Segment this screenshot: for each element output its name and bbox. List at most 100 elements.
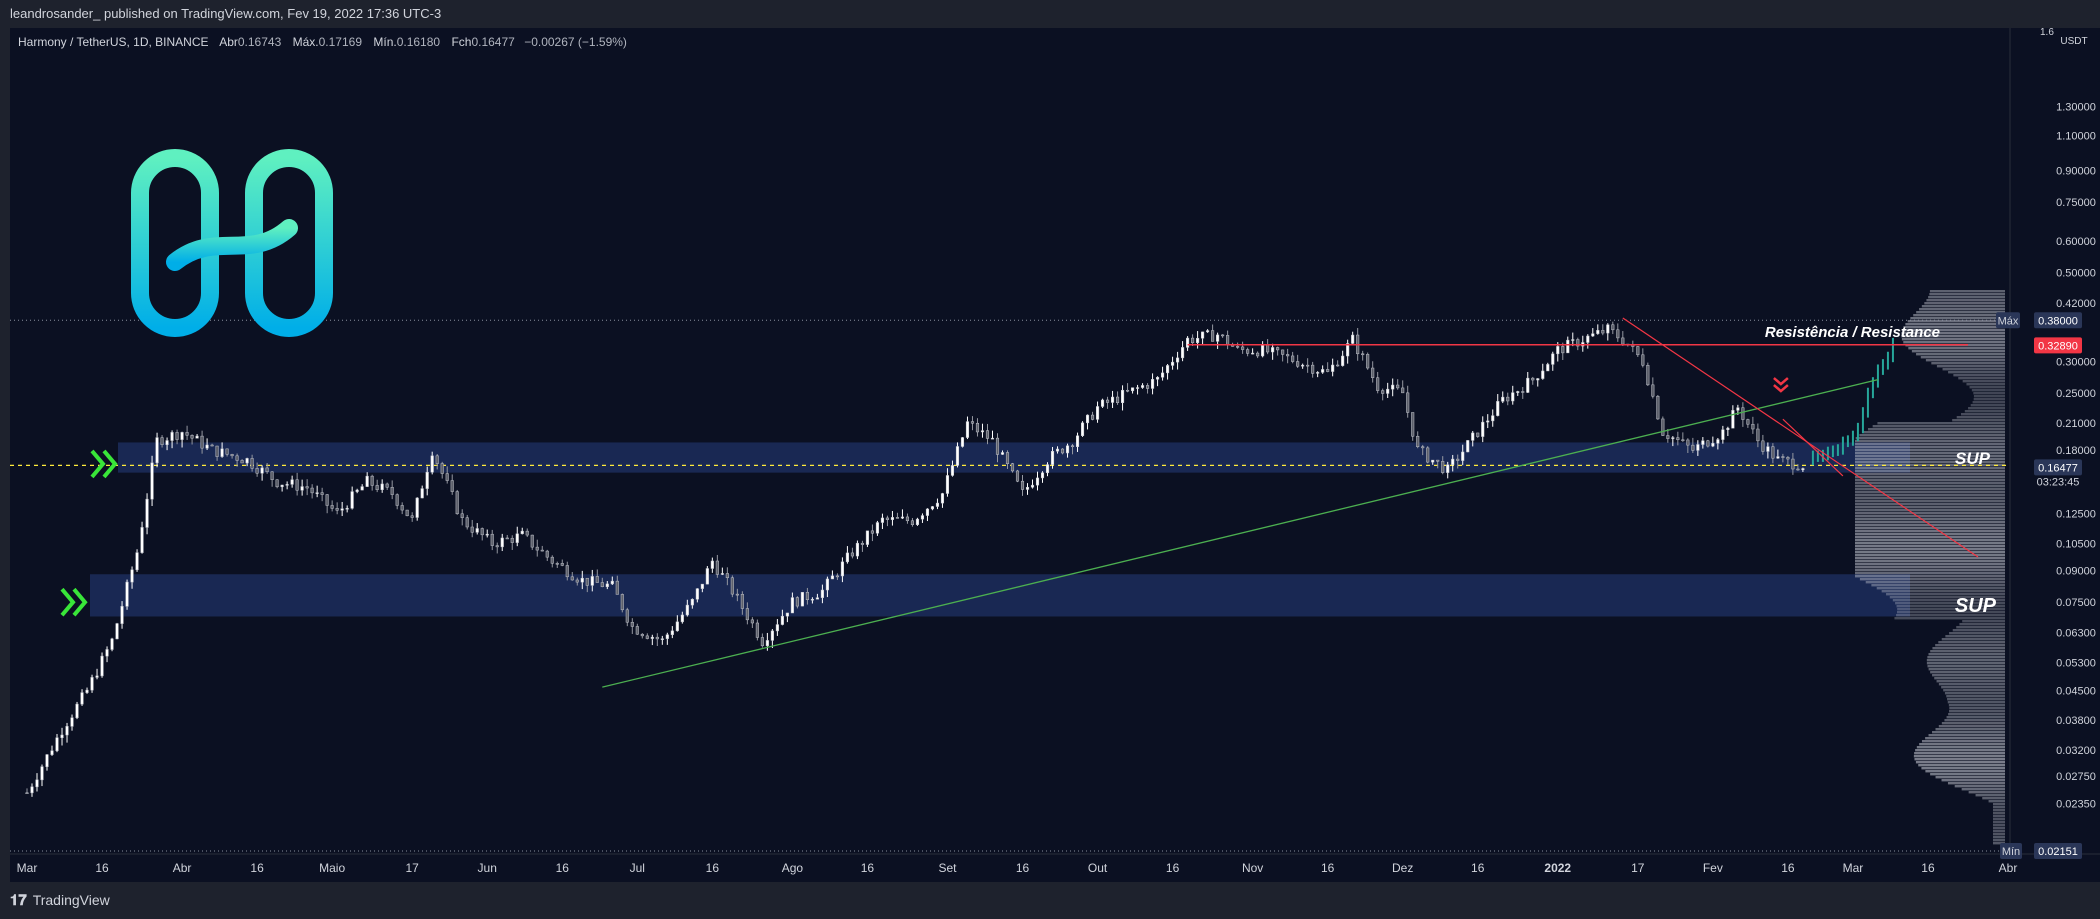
- time-tick-label: 16: [1166, 861, 1180, 875]
- candle-body: [515, 533, 519, 543]
- candle-body: [1731, 410, 1735, 429]
- candle-body: [305, 486, 309, 489]
- volume-profile-bar: [1973, 392, 2005, 395]
- candle-body: [1716, 439, 1720, 444]
- candle-body: [1571, 339, 1575, 341]
- price-axis[interactable]: 1.30000 1.10000 0.90000 0.75000 0.60000 0.500…: [2040, 27, 2096, 810]
- candle-body: [1201, 331, 1205, 339]
- candle-body: [890, 517, 894, 520]
- volume-profile-bar: [1993, 818, 2005, 821]
- candle-body: [180, 432, 184, 440]
- time-tick-label: 16: [95, 861, 109, 875]
- volume-profile-bar: [1932, 731, 2005, 734]
- candle-body: [1321, 369, 1325, 373]
- candle-body: [595, 576, 599, 583]
- candle-body: [925, 508, 930, 516]
- candle-body: [1506, 396, 1510, 402]
- price-tick-label: 0.06300: [2056, 627, 2096, 639]
- candle-body: [1426, 447, 1430, 463]
- volume-profile-bar: [1982, 797, 2005, 800]
- volume-profile-bar: [1926, 659, 2005, 662]
- candle-body: [1616, 329, 1620, 339]
- candle-body: [625, 609, 629, 623]
- candle-body: [1341, 355, 1345, 366]
- candle-body: [1015, 470, 1020, 482]
- price-tick-label: 0.25000: [2056, 388, 2096, 400]
- volume-profile-bar: [1962, 620, 2005, 623]
- candle-body: [1641, 354, 1645, 366]
- candle-body: [640, 633, 644, 637]
- candle-body: [1121, 389, 1125, 403]
- reference-lines: [10, 319, 2010, 852]
- candle-body: [1070, 445, 1075, 448]
- candle-body: [1401, 387, 1405, 394]
- volume-profile-bar: [1921, 740, 2005, 743]
- candle-body: [80, 692, 84, 705]
- candle-body: [40, 766, 44, 781]
- candle-body: [125, 581, 129, 607]
- price-tick-label: 0.03200: [2056, 745, 2096, 757]
- candle-body: [1761, 440, 1765, 452]
- volume-profile-bar: [1960, 413, 2005, 416]
- candle-body: [655, 636, 659, 640]
- candle-body: [85, 689, 89, 693]
- legend-open-value: 0.16743: [238, 35, 282, 49]
- candle-body: [1281, 349, 1285, 355]
- volume-profile-bar: [1930, 650, 2005, 653]
- chart-canvas[interactable]: Resistência / Resistance SUP SUP Harmony…: [0, 0, 2100, 882]
- time-axis[interactable]: Mar 16 Abr 16 Maio 17 Jun 16 Jul 16 Ago 16 Set 16 Out 1…: [17, 861, 2018, 875]
- price-tick-label: 0.10500: [2056, 539, 2096, 551]
- candle-body: [150, 462, 154, 500]
- candle-body: [70, 717, 74, 727]
- candle-body: [245, 458, 249, 464]
- candle-body: [1161, 372, 1165, 378]
- candle-body: [1791, 458, 1795, 470]
- chevron-down-icon: [1773, 377, 1789, 386]
- volume-profile-bar: [1914, 752, 2005, 755]
- time-tick-label: Mar: [1843, 861, 1864, 875]
- candle-body: [1596, 330, 1600, 334]
- candle-body: [900, 516, 904, 519]
- candle-body: [1486, 420, 1490, 423]
- price-axis-background: [2010, 28, 2100, 882]
- candle-body: [300, 486, 304, 491]
- candle-body: [1796, 468, 1800, 471]
- volume-profile-bar: [1947, 701, 2005, 704]
- price-badges: Máx 0.38000 0.32890 0.16477 03:23:45 Mín 0.021…: [1996, 312, 2082, 859]
- legend-symbol: Harmony / TetherUS, 1D, BINANCE: [18, 35, 209, 49]
- candle-body: [485, 533, 489, 536]
- candle-body: [520, 530, 524, 535]
- volume-profile-bar: [1920, 356, 2005, 359]
- candle-body: [630, 621, 634, 627]
- candle-body: [295, 479, 299, 491]
- time-tick-label: 16: [1016, 861, 1030, 875]
- volume-profile-bar: [1930, 671, 2005, 674]
- candle-body: [795, 597, 799, 607]
- volume-profile-bar: [1938, 641, 2005, 644]
- candle-body: [1241, 346, 1245, 350]
- volume-profile-bar: [1905, 323, 2005, 326]
- candle-body: [620, 594, 624, 611]
- candle-body: [990, 437, 995, 440]
- candle-body: [1316, 372, 1320, 374]
- time-tick-label: Jul: [630, 861, 645, 875]
- candle-body: [230, 454, 234, 457]
- volume-profile-bar: [1871, 584, 2005, 587]
- candle-body: [490, 533, 494, 546]
- tradingview-footer: 𝟏𝟕 TradingView: [0, 882, 2100, 918]
- volume-profile-bar: [1863, 431, 2005, 434]
- candle-body: [1436, 459, 1440, 462]
- candle-body: [1055, 448, 1060, 452]
- volume-profile-bar: [1952, 419, 2005, 422]
- candle-body: [500, 537, 504, 548]
- candle-body: [660, 638, 664, 640]
- candle-body: [950, 465, 955, 476]
- volume-profile-bar: [1855, 461, 2005, 464]
- volume-profile-bar: [1855, 452, 2005, 455]
- candle-body: [530, 534, 534, 548]
- candle-body: [475, 528, 479, 533]
- candle-body: [50, 750, 54, 755]
- volume-profile-bar: [1993, 827, 2005, 830]
- candle-body: [1726, 427, 1730, 430]
- time-tick-label: Jun: [478, 861, 497, 875]
